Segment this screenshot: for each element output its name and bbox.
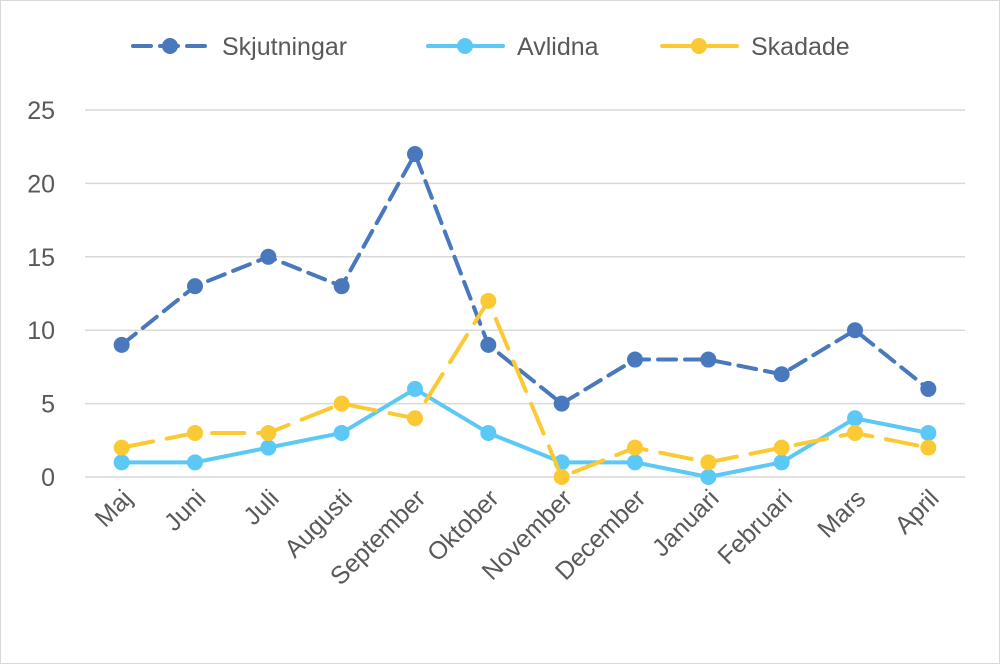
x-tick-label: Maj [90,484,138,532]
series-line [119,386,931,479]
data-point [407,410,423,427]
data-point [627,439,643,456]
y-tick-label: 25 [27,97,55,125]
y-tick-label: 20 [27,170,55,198]
x-axis-ticks: Maj Juni JuliAugustiSeptemberOktoberNovemb… [90,484,945,590]
data-point [627,454,643,471]
data-point [920,380,937,397]
legend-label: Avlidna [517,33,599,61]
series-group [113,146,937,485]
data-point [187,278,203,295]
data-point [407,146,423,163]
data-point [187,454,203,471]
data-point [113,336,130,353]
data-point [260,248,277,265]
data-point [627,351,643,368]
data-point [553,469,570,485]
gridlines [85,109,965,478]
series-line [119,298,931,479]
data-point [480,424,497,441]
legend-item-avlidna: Avlidna [426,33,599,61]
y-tick-label: 5 [41,391,55,419]
data-point [113,439,130,456]
data-point [847,424,863,441]
data-point [773,439,790,456]
legend-marker [691,38,707,54]
data-point [260,439,277,456]
data-point [773,454,790,471]
data-point [260,424,277,441]
data-point [480,292,497,309]
data-point [920,439,937,456]
data-point [333,278,350,295]
legend-item-skjutningar: Skjutningar [131,33,347,61]
legend-label: Skadade [751,33,850,61]
legend-marker [457,38,473,54]
data-point [700,454,717,471]
series-avlidna [113,380,937,485]
legend-item-skadade: Skadade [660,33,850,61]
data-point [553,395,570,412]
data-point [480,336,497,353]
series-skadade [113,292,937,485]
legend-marker [162,38,178,54]
data-point [187,424,203,441]
data-point [407,380,423,397]
data-point [847,410,863,427]
data-point [113,454,130,471]
data-point [333,395,350,412]
y-tick-label: 15 [27,244,55,272]
data-point [333,424,350,441]
legend-label: Skjutningar [222,33,347,61]
data-point [773,366,790,383]
data-point [847,322,863,339]
y-tick-label: 0 [41,464,55,492]
data-point [920,424,937,441]
x-tick-label: Juli [238,484,284,530]
series-skjutningar [113,146,937,412]
series-line [119,152,931,406]
y-axis-ticks: 0 5 10 15 20 25 [27,97,55,492]
x-tick-label: Februari [712,484,798,570]
legend: Skjutningar Avlidna Skadade [131,33,850,61]
y-tick-label: 10 [27,317,55,345]
x-tick-label: Juni [159,484,211,536]
x-tick-label: April [889,484,944,539]
x-tick-label: Mars [812,484,871,543]
data-point [700,469,717,485]
data-point [700,351,717,368]
